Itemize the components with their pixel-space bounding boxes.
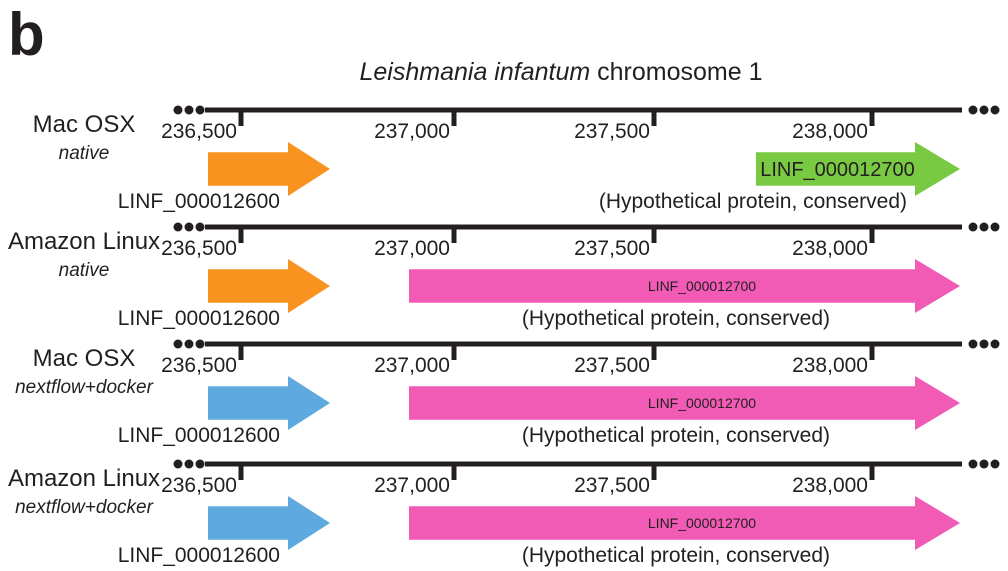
track-subtitle: native	[59, 260, 110, 281]
ellipsis-right-icon	[968, 339, 1000, 349]
panel-letter: b	[8, 1, 45, 68]
track-subtitle: nextflow+docker	[15, 497, 153, 518]
gene-arrow-linf-000012700	[756, 142, 960, 196]
axis-tick	[238, 345, 244, 360]
tick-label: 237,000	[374, 354, 450, 377]
gene-arrow-linf-000012600	[208, 376, 330, 430]
tick-label: 236,500	[161, 354, 237, 377]
gene-arrow-linf-000012700	[409, 496, 960, 550]
axis-tick	[651, 228, 657, 243]
axis-tick	[869, 228, 875, 243]
gene-description: (Hypothetical protein, conserved)	[599, 190, 907, 213]
tick-label: 236,500	[161, 120, 237, 143]
axis-tick	[238, 228, 244, 243]
track-3: Mac OSX nextflow+docker 236,500 237,000 237,…	[15, 339, 1000, 447]
track-4: Amazon Linux nextflow+docker 236,500 237,00…	[8, 459, 1000, 567]
tick-label: 236,500	[161, 237, 237, 260]
tracks-container: Mac OSX native 236,500 237,000 237,500 238,00…	[8, 105, 1000, 567]
title-organism: Leishmania infantum	[360, 58, 591, 86]
ellipsis-right-icon	[968, 459, 1000, 469]
tick-label: 237,500	[574, 120, 650, 143]
ellipsis-right-icon	[968, 105, 1000, 115]
tick-label: 237,500	[574, 237, 650, 260]
tick-label: 238,000	[792, 474, 868, 497]
track-subtitle: nextflow+docker	[15, 377, 153, 398]
axis-tick	[451, 228, 457, 243]
track-name: Mac OSX	[33, 345, 136, 372]
figure-title: Leishmania infantum chromosome 1	[360, 58, 763, 86]
gene-description: (Hypothetical protein, conserved)	[522, 307, 830, 330]
gene-arrow-linf-000012600	[208, 142, 330, 196]
ellipsis-left-icon	[173, 105, 205, 115]
gene-arrow-linf-000012700	[409, 259, 960, 313]
tick-label: 238,000	[792, 354, 868, 377]
track-name: Amazon Linux	[8, 465, 160, 492]
axis-tick	[451, 345, 457, 360]
axis-tick	[869, 345, 875, 360]
tick-label: 237,500	[574, 354, 650, 377]
axis-tick	[869, 111, 875, 126]
track-2: Amazon Linux native 236,500 237,000 237,500 2…	[8, 222, 1000, 330]
ellipsis-left-icon	[173, 459, 205, 469]
tick-label: 237,500	[574, 474, 650, 497]
axis-tick	[869, 465, 875, 480]
gene-arrow-linf-000012700	[409, 376, 960, 430]
axis-tick	[451, 111, 457, 126]
gene-label-linf-000012700: LINF_000012700	[648, 515, 756, 531]
ellipsis-left-icon	[173, 222, 205, 232]
axis-tick	[651, 345, 657, 360]
track-subtitle: native	[59, 143, 110, 164]
gene-label-linf-000012700: LINF_000012700	[648, 278, 756, 294]
gene-description: (Hypothetical protein, conserved)	[522, 424, 830, 447]
gene-label-linf-000012700: LINF_000012700	[760, 159, 915, 181]
tick-label: 238,000	[792, 120, 868, 143]
track-name: Amazon Linux	[8, 228, 160, 255]
axis-tick	[451, 465, 457, 480]
tick-label: 237,000	[374, 120, 450, 143]
tick-label: 238,000	[792, 237, 868, 260]
tick-label: 237,000	[374, 237, 450, 260]
gene-description: (Hypothetical protein, conserved)	[522, 544, 830, 567]
gene-label-linf-000012600: LINF_000012600	[118, 307, 280, 330]
gene-label-linf-000012600: LINF_000012600	[118, 544, 280, 567]
axis-tick	[651, 465, 657, 480]
title-suffix: chromosome 1	[590, 58, 762, 86]
gene-label-linf-000012600: LINF_000012600	[118, 190, 280, 213]
gene-label-linf-000012600: LINF_000012600	[118, 424, 280, 447]
axis-tick	[651, 111, 657, 126]
gene-label-linf-000012700: LINF_000012700	[648, 395, 756, 411]
tick-label: 237,000	[374, 474, 450, 497]
gene-arrow-linf-000012600	[208, 496, 330, 550]
track-name: Mac OSX	[33, 111, 136, 138]
track-1: Mac OSX native 236,500 237,000 237,500 238,00…	[33, 105, 1000, 213]
tick-label: 236,500	[161, 474, 237, 497]
axis-tick	[238, 465, 244, 480]
ellipsis-left-icon	[173, 339, 205, 349]
axis-tick	[238, 111, 244, 126]
gene-arrow-linf-000012600	[208, 259, 330, 313]
ellipsis-right-icon	[968, 222, 1000, 232]
